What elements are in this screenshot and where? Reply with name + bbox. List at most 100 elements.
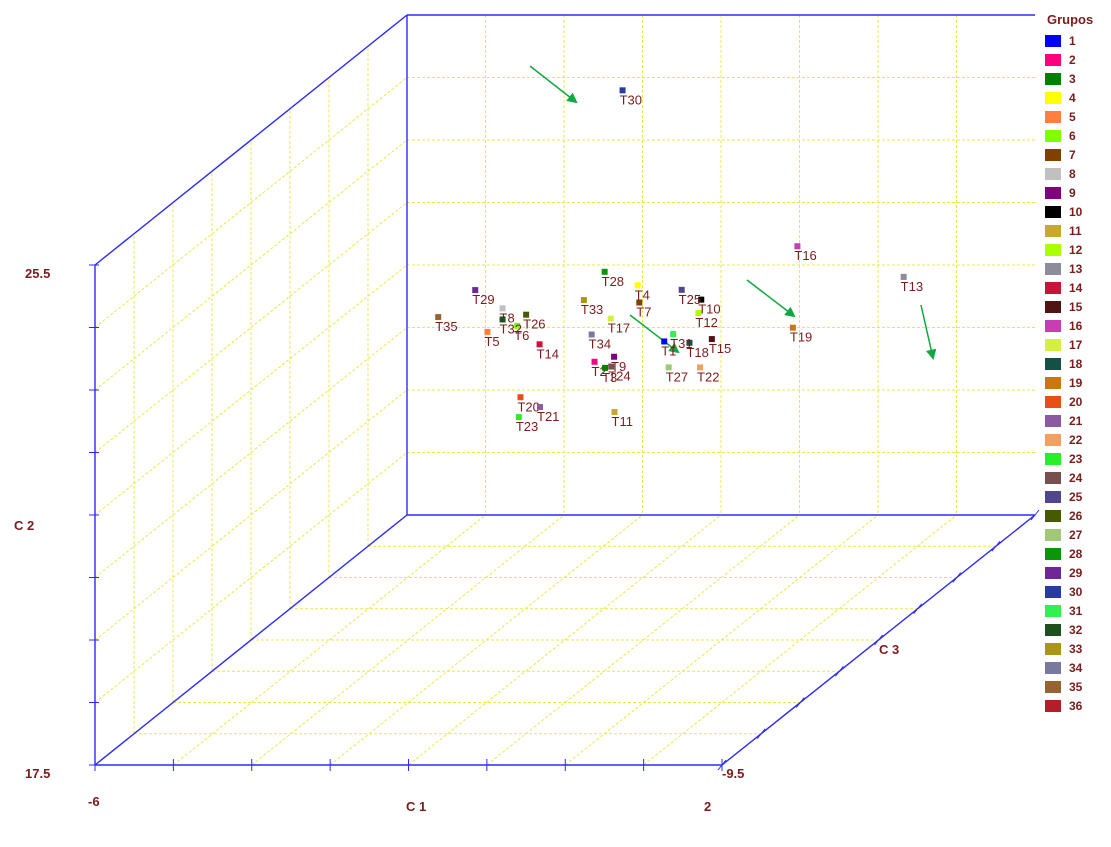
legend-item-8: 8 [1045,164,1109,183]
point-label-t30: T30 [620,92,642,107]
legend-swatch [1045,453,1061,465]
legend-label: 14 [1069,281,1082,295]
legend-item-30: 30 [1045,582,1109,601]
legend-label: 2 [1069,53,1076,67]
legend-item-15: 15 [1045,297,1109,316]
legend-label: 4 [1069,91,1076,105]
point-label-t12: T12 [695,315,717,330]
legend-swatch [1045,206,1061,218]
legend-swatch [1045,624,1061,636]
legend-title: Grupos [1047,12,1109,27]
legend-item-6: 6 [1045,126,1109,145]
legend-swatch [1045,73,1061,85]
legend-label: 3 [1069,72,1076,86]
legend-label: 8 [1069,167,1076,181]
legend-label: 17 [1069,338,1082,352]
legend-label: 18 [1069,357,1082,371]
legend-item-13: 13 [1045,259,1109,278]
legend-swatch [1045,643,1061,655]
legend-label: 21 [1069,414,1082,428]
point-label-t31: T31 [670,336,692,351]
legend-label: 36 [1069,699,1082,713]
legend-label: 34 [1069,661,1082,675]
legend-label: 11 [1069,224,1082,238]
legend-swatch [1045,377,1061,389]
legend-item-2: 2 [1045,50,1109,69]
legend-item-3: 3 [1045,69,1109,88]
grid-line [409,515,722,765]
z-tick [914,604,922,614]
point-label-t13: T13 [901,279,923,294]
legend-label: 15 [1069,300,1082,314]
y-tick-label-max: 25.5 [25,266,50,281]
legend: Grupos 1 2 3 4 5 6 7 8 9 10 11 12 13 14 15 16 17 18 19 20 21… [1045,12,1109,715]
legend-label: 25 [1069,490,1082,504]
legend-item-25: 25 [1045,487,1109,506]
legend-label: 30 [1069,585,1082,599]
legend-label: 24 [1069,471,1082,485]
point-label-t35: T35 [435,319,457,334]
grid-line [644,515,957,765]
point-label-t33: T33 [581,302,603,317]
legend-swatch [1045,396,1061,408]
point-label-t29: T29 [472,292,494,307]
legend-item-9: 9 [1045,183,1109,202]
legend-swatch [1045,92,1061,104]
legend-swatch [1045,358,1061,370]
legend-swatch [1045,225,1061,237]
legend-label: 23 [1069,452,1082,466]
legend-item-1: 1 [1045,31,1109,50]
z-tick [835,666,843,676]
legend-swatch [1045,263,1061,275]
point-label-t26: T26 [523,317,545,332]
legend-item-33: 33 [1045,639,1109,658]
point-label-t5: T5 [484,334,499,349]
legend-label: 28 [1069,547,1082,561]
legend-swatch [1045,491,1061,503]
x-axis-label: C 1 [406,799,426,814]
legend-label: 20 [1069,395,1082,409]
legend-item-23: 23 [1045,449,1109,468]
point-label-t27: T27 [666,369,688,384]
legend-swatch [1045,168,1061,180]
legend-label: 5 [1069,110,1076,124]
legend-item-7: 7 [1045,145,1109,164]
legend-item-35: 35 [1045,677,1109,696]
legend-swatch [1045,510,1061,522]
legend-swatch [1045,301,1061,313]
legend-item-4: 4 [1045,88,1109,107]
z-axis-label: C 3 [879,642,899,657]
point-label-t22: T22 [697,369,719,384]
legend-item-34: 34 [1045,658,1109,677]
legend-label: 7 [1069,148,1076,162]
legend-swatch [1045,681,1061,693]
legend-swatch [1045,529,1061,541]
legend-swatch [1045,282,1061,294]
legend-item-18: 18 [1045,354,1109,373]
x-tick-label-min: -6 [88,794,100,809]
legend-swatch [1045,320,1061,332]
legend-item-19: 19 [1045,373,1109,392]
point-label-t16: T16 [794,248,816,263]
legend-swatch [1045,605,1061,617]
legend-swatch [1045,700,1061,712]
legend-item-32: 32 [1045,620,1109,639]
legend-item-31: 31 [1045,601,1109,620]
annotation-arrow [530,66,576,102]
point-label-t23: T23 [516,419,538,434]
legend-swatch [1045,434,1061,446]
legend-item-10: 10 [1045,202,1109,221]
legend-label: 1 [1069,34,1076,48]
legend-item-12: 12 [1045,240,1109,259]
point-label-t14: T14 [537,346,559,361]
z-tick [757,729,765,739]
point-label-t7: T7 [636,305,651,320]
legend-swatch [1045,586,1061,598]
legend-label: 27 [1069,528,1082,542]
point-label-t32: T32 [500,321,522,336]
legend-item-21: 21 [1045,411,1109,430]
legend-label: 16 [1069,319,1082,333]
point-label-t28: T28 [602,274,624,289]
point-label-t19: T19 [790,330,812,345]
